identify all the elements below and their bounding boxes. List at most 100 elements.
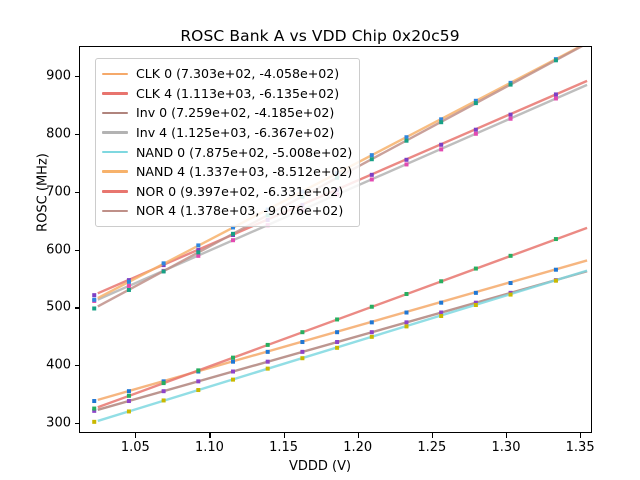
data-point — [439, 120, 444, 125]
data-point — [196, 253, 201, 258]
data-point — [126, 287, 131, 292]
data-point — [300, 340, 305, 345]
legend-color-swatch — [102, 190, 128, 193]
data-point — [126, 393, 131, 398]
data-point — [196, 243, 201, 248]
y-tick-mark — [74, 249, 79, 251]
x-axis-label: VDDD (V) — [288, 459, 352, 474]
x-tick-label: 1.25 — [417, 440, 447, 455]
legend: CLK 0 (7.303e+02, -4.058e+02) CLK 4 (1.11… — [95, 58, 361, 227]
y-tick-mark — [74, 307, 79, 309]
legend-color-swatch — [102, 92, 128, 95]
data-point — [404, 135, 409, 140]
data-point — [92, 293, 97, 298]
legend-item[interactable]: NOR 0 (9.397e+02, -6.331e+02) — [102, 182, 352, 202]
legend-label: NOR 4 (1.378e+03, -9.076e+02) — [136, 203, 344, 219]
y-tick-mark — [74, 76, 79, 78]
data-point — [553, 58, 558, 63]
data-point — [369, 304, 374, 309]
data-point — [369, 157, 374, 162]
data-point — [439, 310, 444, 315]
data-point — [161, 389, 166, 394]
data-point — [231, 225, 236, 230]
x-tick-label: 1.35 — [565, 440, 595, 455]
legend-item[interactable]: Inv 4 (1.125e+03, -6.367e+02) — [102, 123, 352, 143]
legend-item[interactable]: NAND 0 (7.875e+02, -5.008e+02) — [102, 142, 352, 162]
data-point — [404, 157, 409, 162]
data-point — [508, 292, 513, 297]
data-point — [196, 248, 201, 253]
legend-label: Inv 4 (1.125e+03, -6.367e+02) — [136, 125, 335, 141]
x-tick-label: 1.10 — [194, 440, 224, 455]
data-point — [231, 238, 236, 243]
legend-item[interactable]: NAND 4 (1.337e+03, -8.512e+02) — [102, 162, 352, 182]
fit-line — [97, 259, 588, 402]
data-point — [473, 101, 478, 106]
data-point — [161, 261, 166, 266]
x-tick-mark — [283, 433, 285, 438]
data-point — [335, 345, 340, 350]
data-point — [404, 292, 409, 297]
data-point — [92, 419, 97, 424]
data-point — [473, 131, 478, 136]
data-point — [553, 237, 558, 242]
data-point — [126, 399, 131, 404]
legend-label: CLK 4 (1.113e+03, -6.135e+02) — [136, 85, 340, 101]
data-point — [473, 303, 478, 307]
legend-item[interactable]: NOR 4 (1.378e+03, -9.076e+02) — [102, 201, 352, 221]
data-point — [404, 320, 409, 325]
legend-label: Inv 0 (7.259e+02, -4.185e+02) — [136, 105, 335, 121]
data-point — [161, 381, 166, 386]
x-tick-mark — [580, 433, 582, 438]
data-point — [196, 250, 201, 255]
data-point — [196, 388, 201, 393]
data-point — [473, 98, 478, 103]
data-point — [231, 369, 236, 374]
x-tick-label: 1.15 — [269, 440, 299, 455]
y-tick-label: 700 — [46, 184, 71, 200]
data-point — [369, 153, 374, 158]
data-point — [231, 377, 236, 382]
y-tick-mark — [74, 133, 79, 136]
data-point — [473, 290, 478, 295]
series-nor-0 — [92, 226, 588, 411]
legend-label: NOR 0 (9.397e+02, -6.331e+02) — [136, 183, 344, 199]
legend-item[interactable]: CLK 4 (1.113e+03, -6.135e+02) — [102, 84, 352, 104]
data-point — [553, 278, 558, 283]
legend-item[interactable]: Inv 0 (7.259e+02, -4.185e+02) — [102, 103, 352, 123]
x-tick-mark — [506, 433, 508, 438]
data-point — [265, 366, 270, 371]
data-point — [508, 116, 513, 121]
data-point — [92, 399, 97, 404]
legend-color-swatch — [102, 111, 128, 115]
y-tick-label: 300 — [46, 415, 71, 431]
data-point — [161, 269, 166, 274]
x-tick-mark — [357, 433, 359, 438]
data-point — [335, 340, 340, 345]
y-tick-label: 800 — [46, 126, 71, 142]
y-tick-mark — [74, 191, 79, 193]
legend-item[interactable]: CLK 0 (7.303e+02, -4.058e+02) — [102, 64, 352, 84]
data-point — [439, 117, 444, 122]
data-point — [369, 334, 374, 339]
legend-color-swatch — [102, 72, 128, 76]
fit-line — [97, 226, 588, 409]
data-point — [508, 112, 513, 117]
data-point — [126, 283, 131, 288]
data-point — [196, 379, 201, 384]
data-point — [404, 162, 409, 167]
legend-color-swatch — [102, 209, 128, 213]
data-point — [473, 127, 478, 132]
data-point — [473, 300, 478, 305]
data-point — [369, 172, 374, 177]
data-point — [126, 409, 131, 414]
data-point — [439, 142, 444, 147]
data-point — [92, 306, 97, 311]
x-tick-label: 1.30 — [491, 440, 521, 455]
data-point — [369, 177, 374, 182]
data-point — [508, 253, 513, 258]
data-point — [92, 297, 97, 302]
legend-color-swatch — [102, 170, 128, 174]
data-point — [439, 147, 444, 152]
data-point — [439, 313, 444, 318]
